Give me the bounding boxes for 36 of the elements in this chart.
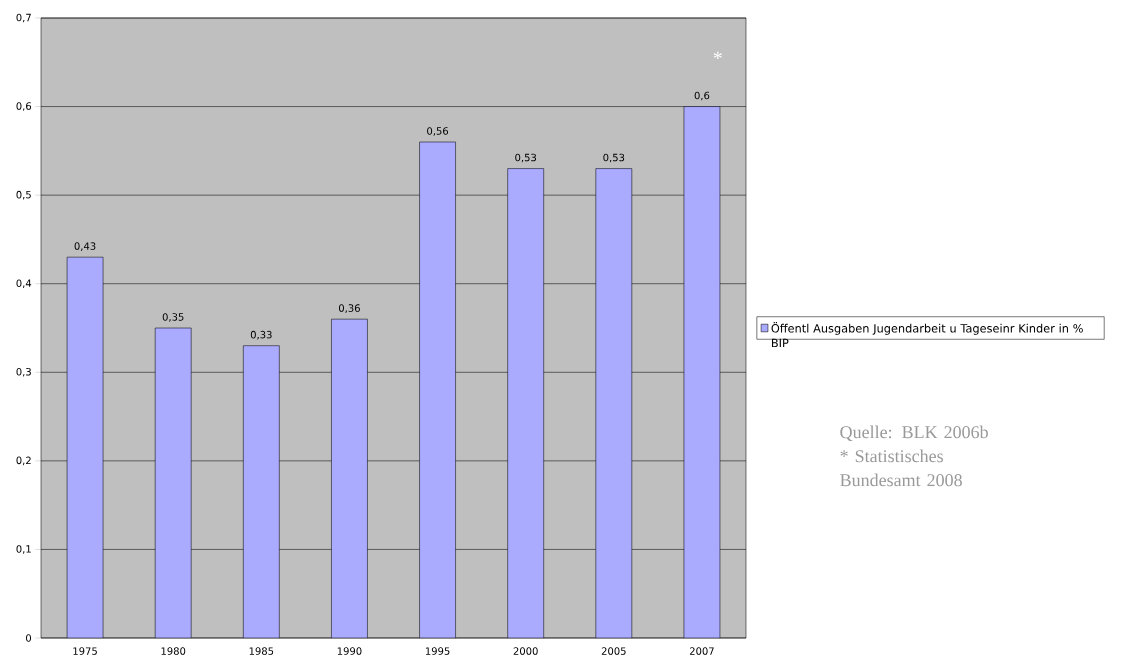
bar: [683, 106, 721, 638]
data-label: 0,35: [162, 313, 184, 322]
x-tick-label: 1975: [73, 647, 97, 655]
data-label: 0,53: [515, 153, 537, 163]
data-label: 0,53: [603, 153, 625, 163]
bar: [419, 141, 456, 638]
data-label: 0,6: [694, 91, 710, 101]
y-tick-label: 0,3: [16, 367, 31, 377]
y-tick-label: 0,1: [16, 545, 31, 554]
data-label: 0,36: [338, 304, 360, 313]
bar: [154, 327, 192, 638]
y-tick-label: 0,7: [16, 13, 31, 23]
annotation: *: [713, 51, 722, 60]
y-tick-label: 0: [26, 634, 32, 642]
x-tick-label: 1990: [337, 647, 362, 655]
data-label: 0,56: [427, 127, 449, 136]
x-tick-label: 1995: [425, 647, 450, 655]
bar: [507, 168, 544, 638]
y-tick-label: 0,2: [16, 456, 31, 466]
y-tick-label: 0,5: [16, 190, 31, 200]
source-note: Quelle: BLK 2006b: [840, 425, 988, 442]
x-tick-label: 2000: [513, 647, 538, 655]
x-tick-label: 1980: [161, 647, 186, 655]
y-tick-label: 0,4: [16, 279, 32, 289]
x-tick-label: 2007: [689, 647, 714, 655]
data-label: 0,43: [74, 242, 96, 251]
text: * Statistisches Bundesamt 2008: [840, 449, 962, 487]
bar: [595, 168, 633, 638]
data-label: 0,33: [250, 330, 272, 340]
x-tick-label: 2005: [601, 647, 626, 655]
bar: [66, 256, 104, 638]
legend-label: Öffentl Ausgaben Jugendarbeit u Tageseinr Kinder in % BIP: [771, 322, 1083, 348]
bar: [243, 345, 280, 638]
x-tick-label: 1985: [249, 647, 274, 655]
y-tick-label: 0,6: [16, 102, 32, 111]
bar: [331, 318, 368, 638]
